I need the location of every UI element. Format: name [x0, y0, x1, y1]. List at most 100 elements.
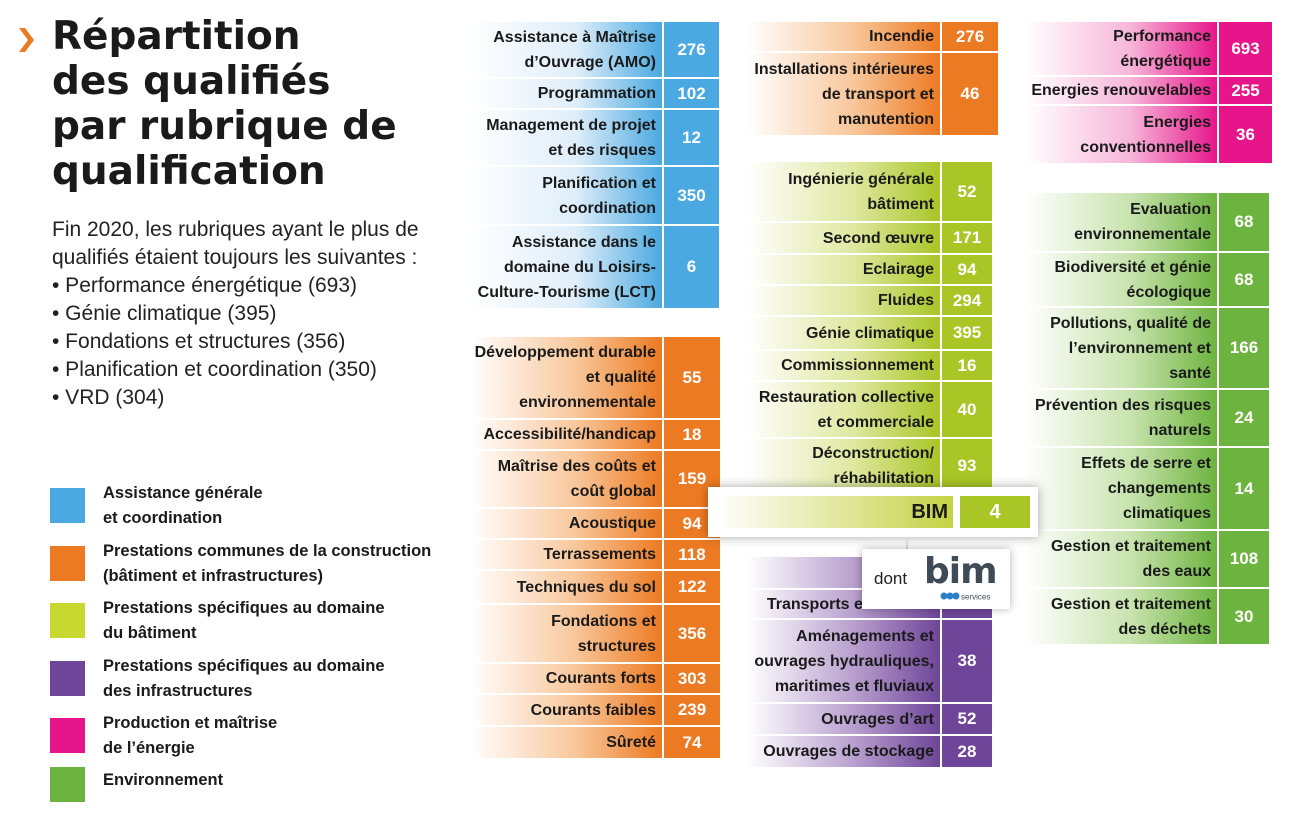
chart-row: Incendie 276 — [747, 22, 998, 53]
row-label-line: Développement durable — [474, 344, 656, 361]
bim-value: 4 — [960, 496, 1030, 528]
row-label: Prévention des risques naturels — [1035, 393, 1211, 443]
row-label-line: Fluides — [877, 292, 934, 309]
row-label: Fondations et structures — [551, 609, 656, 659]
chart-row: Maîtrise des coûts et coût global 159 — [470, 451, 720, 509]
row-label: Management de projet et des risques — [486, 113, 656, 163]
chart-row: Ouvrages d’art 52 — [747, 704, 992, 736]
legend-label: Production et maîtrise de l’énergie — [103, 710, 433, 760]
chart-row: Déconstruction/réhabilitation 93 — [747, 439, 992, 495]
row-label: Pollutions, qualité de l’environnement et… — [1050, 311, 1211, 386]
row-label-bar: Eclairage — [747, 255, 940, 286]
row-label-line: Sûreté — [606, 734, 656, 751]
chart-row: Energies conventionnelles 36 — [1025, 106, 1272, 165]
page-title: Répartition des qualifiés par rubrique d… — [52, 14, 452, 194]
row-label-line: ouvrages hydrauliques, — [754, 652, 934, 670]
row-label-line: réhabilitation — [833, 470, 934, 487]
row-label-line: Courants forts — [545, 670, 656, 687]
row-label-bar: Ouvrages de stockage — [747, 736, 940, 769]
row-label-bar: Courants faibles — [470, 695, 662, 727]
legend-swatch — [50, 767, 85, 802]
row-label-bar: Ouvrages d’art — [747, 704, 940, 736]
legend-swatch — [50, 661, 85, 696]
legend-swatch — [50, 546, 85, 581]
chart-row: Eclairage 94 — [747, 255, 992, 286]
row-label-line: maritimes et fluviaux — [774, 677, 934, 695]
connector-line — [906, 537, 908, 551]
legend-label-line: Production et maîtrise — [103, 713, 278, 732]
row-value: 28 — [942, 736, 992, 769]
legend-label-line: Prestations spécifiques au domaine — [103, 598, 385, 617]
legend-label: Prestations communes de la construction (… — [103, 538, 433, 588]
row-label-line: domaine du Loisirs- — [503, 258, 656, 276]
row-label: Gestion et traitement des eaux — [1051, 534, 1211, 584]
row-label-bar: Biodiversité et génie écologique — [1025, 253, 1217, 308]
row-label: Ouvrages de stockage — [763, 739, 934, 764]
row-label-bar: Restauration collective et commerciale — [747, 382, 940, 439]
chevron-right-icon — [19, 28, 34, 52]
row-label: Acoustique — [569, 511, 656, 536]
chart-row: Techniques du sol 122 — [470, 571, 720, 605]
row-label: Commissionnement — [781, 353, 934, 378]
intro-bullet: • Fondations et structures (356) — [52, 330, 346, 353]
row-label-line: Fondations et — [551, 612, 656, 630]
row-value: 74 — [664, 727, 720, 760]
bim-callout: BIM 4 — [708, 487, 1038, 537]
chart-row: Prévention des risques naturels 24 — [1025, 390, 1269, 448]
row-label: Génie climatique — [806, 321, 934, 346]
legend-label-line: des infrastructures — [103, 681, 253, 700]
svg-text:services: services — [961, 593, 990, 602]
row-label: Ingénierie générale bâtiment — [788, 167, 934, 217]
row-label-line: Biodiversité et génie — [1054, 258, 1212, 276]
legend-label: Environnement — [103, 767, 433, 792]
row-label-line: des déchets — [1118, 620, 1211, 638]
row-label-bar: Assistance dans le domaine du Loisirs- Cul… — [470, 226, 662, 310]
row-label-line: santé — [1169, 364, 1211, 382]
row-label-bar: Déconstruction/réhabilitation — [747, 439, 940, 495]
row-label: Assistance dans le domaine du Loisirs- Cul… — [478, 230, 656, 305]
bim-services-logo-box: dont bim services — [862, 549, 1010, 609]
row-value: 395 — [942, 317, 992, 351]
row-label-bar: Planification et coordination — [470, 167, 662, 226]
row-label-bar: Accessibilité/handicap — [470, 420, 662, 451]
row-label: Restauration collective et commerciale — [759, 385, 934, 435]
chart-row: Commissionnement 16 — [747, 351, 992, 382]
chart-row: Fluides 294 — [747, 286, 992, 317]
chart-row: Performance énergétique 693 — [1025, 22, 1272, 77]
row-value: 122 — [664, 571, 720, 605]
row-value: 166 — [1219, 308, 1269, 390]
row-value: 102 — [664, 79, 719, 110]
row-label-bar: Management de projet et des risques — [470, 110, 662, 167]
row-value: 55 — [664, 337, 720, 420]
row-label-line: Management de projet — [486, 116, 656, 134]
row-label-bar: Performance énergétique — [1025, 22, 1217, 77]
row-value: 693 — [1219, 22, 1272, 77]
row-label: Gestion et traitement des déchets — [1051, 592, 1211, 642]
row-label-line: l’environnement et — [1068, 339, 1211, 357]
legend-label-line: du bâtiment — [103, 623, 197, 642]
row-value: 68 — [1219, 253, 1269, 308]
chart-row: Fondations et structures 356 — [470, 605, 720, 664]
row-value: 350 — [664, 167, 719, 226]
row-label-bar: Techniques du sol — [470, 571, 662, 605]
row-label-line: Incendie — [869, 28, 934, 45]
chart-row: Courants forts 303 — [470, 664, 720, 695]
chart-row: Installations intérieures de transport et… — [747, 53, 998, 137]
row-label-line: manutention — [838, 110, 934, 128]
chart-row: Gestion et traitement des déchets 30 — [1025, 589, 1269, 646]
legend-item: Production et maîtrise de l’énergie — [50, 710, 450, 760]
row-label-line: et des risques — [548, 141, 656, 159]
row-label: Terrassements — [543, 542, 656, 567]
row-label-line: Ouvrages d’art — [821, 710, 934, 728]
intro-line: qualifiés étaient toujours les suivantes… — [52, 246, 418, 269]
row-label: Déconstruction/réhabilitation — [812, 441, 934, 491]
row-label-line: des eaux — [1142, 563, 1211, 580]
legend-label-line: Prestations spécifiques au domaine — [103, 656, 385, 675]
row-label-bar: Sûreté — [470, 727, 662, 760]
row-label-line: coordination — [559, 199, 656, 217]
row-label-bar: Terrassements — [470, 540, 662, 571]
row-label-line: écologique — [1126, 283, 1211, 301]
chart-row: Evaluation environnementale 68 — [1025, 193, 1269, 253]
legend-label: Prestations spécifiques au domaine du bât… — [103, 595, 433, 645]
bim-logo: bim — [924, 551, 998, 592]
